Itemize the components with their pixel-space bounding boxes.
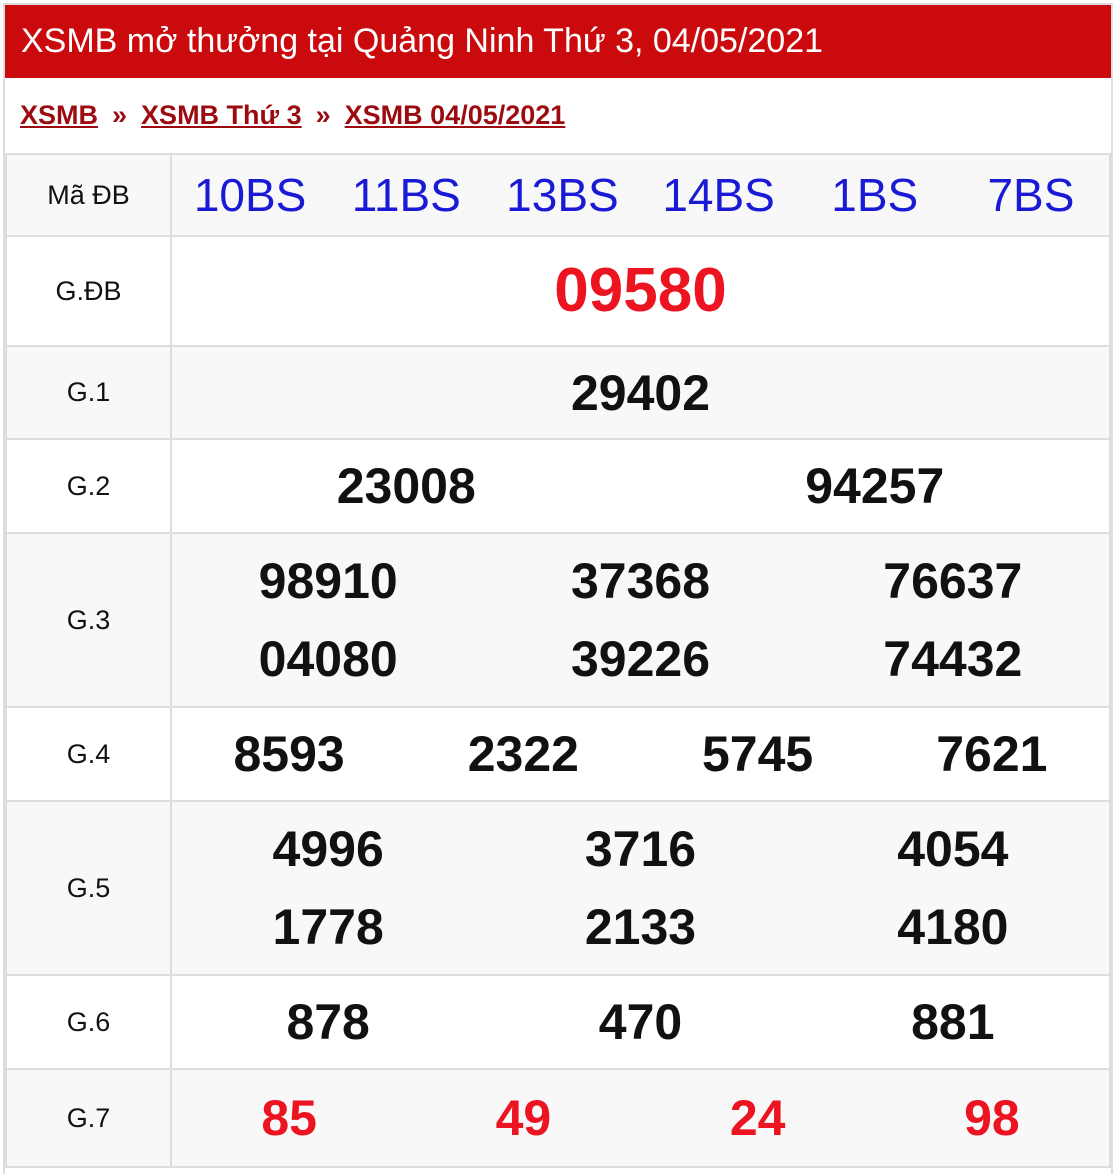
row-prize-7: G.7 85 49 24 98 [5, 1068, 1111, 1168]
number: 98 [964, 1090, 1020, 1146]
special-number: 09580 [554, 256, 727, 325]
results-panel: XSMB mở thưởng tại Quảng Ninh Thứ 3, 04/… [3, 3, 1113, 1174]
row-label: G.3 [5, 532, 172, 708]
number: 3716 [584, 821, 697, 877]
code: 13BS [506, 169, 619, 221]
number: 94257 [805, 458, 945, 514]
page-title: XSMB mở thưởng tại Quảng Ninh Thứ 3, 04/… [5, 5, 1111, 78]
number: 4054 [897, 821, 1009, 877]
row-label: G.5 [5, 800, 172, 976]
results-table: Mã ĐB 10BS 11BS 13BS 14BS 1BS 7BS G.ĐB 0… [5, 153, 1111, 1168]
row-label: G.6 [5, 974, 172, 1070]
number: 49 [495, 1090, 552, 1146]
number: 878 [286, 994, 370, 1050]
code: 10BS [193, 169, 307, 221]
number: 04080 [258, 631, 398, 687]
number: 470 [598, 994, 683, 1050]
row-prize-6: G.6 878 470 881 [5, 974, 1111, 1070]
number: 4996 [272, 821, 384, 877]
row-ma-db: Mã ĐB 10BS 11BS 13BS 14BS 1BS 7BS [5, 153, 1111, 237]
number: 85 [261, 1090, 317, 1146]
row-prize-5: G.5 4996 3716 4054 1778 2133 4180 [5, 800, 1111, 976]
row-prize-2: G.2 23008 94257 [5, 438, 1111, 534]
breadcrumb: XSMB » XSMB Thứ 3 » XSMB 04/05/2021 [5, 78, 1111, 153]
number: 23008 [336, 458, 476, 514]
breadcrumb-xsmb[interactable]: XSMB [20, 100, 99, 130]
number: 24 [729, 1090, 786, 1146]
code: 11BS [351, 169, 461, 221]
row-prize-1: G.1 29402 [5, 345, 1111, 440]
breadcrumb-separator: » [315, 100, 331, 130]
number: 5745 [702, 726, 814, 782]
number: 37368 [570, 553, 711, 609]
number: 74432 [883, 631, 1023, 687]
breadcrumb-separator: » [112, 100, 128, 130]
number: 881 [911, 994, 995, 1050]
row-label: Mã ĐB [5, 153, 172, 237]
number: 29402 [570, 364, 711, 421]
row-label: G.ĐB [5, 235, 172, 347]
number: 39226 [570, 631, 711, 687]
row-prize-4: G.4 8593 2322 5745 7621 [5, 706, 1111, 802]
code: 7BS [987, 169, 1075, 221]
number: 2322 [467, 726, 579, 782]
code: 14BS [662, 169, 775, 221]
number: 2133 [584, 899, 697, 955]
row-label: G.2 [5, 438, 172, 534]
row-label: G.7 [5, 1068, 172, 1168]
number: 4180 [897, 899, 1009, 955]
number: 98910 [258, 553, 398, 609]
number: 1778 [272, 899, 384, 955]
breadcrumb-xsmb-thu-3[interactable]: XSMB Thứ 3 [141, 100, 302, 130]
row-special-prize: G.ĐB 09580 [5, 235, 1111, 347]
row-label: G.4 [5, 706, 172, 802]
number: 76637 [883, 553, 1023, 609]
code: 1BS [831, 169, 919, 221]
number: 8593 [233, 726, 345, 782]
number: 7621 [936, 726, 1048, 782]
row-label: G.1 [5, 345, 172, 440]
row-prize-3: G.3 98910 37368 76637 04080 39226 74432 [5, 532, 1111, 708]
breadcrumb-xsmb-date[interactable]: XSMB 04/05/2021 [344, 100, 566, 130]
